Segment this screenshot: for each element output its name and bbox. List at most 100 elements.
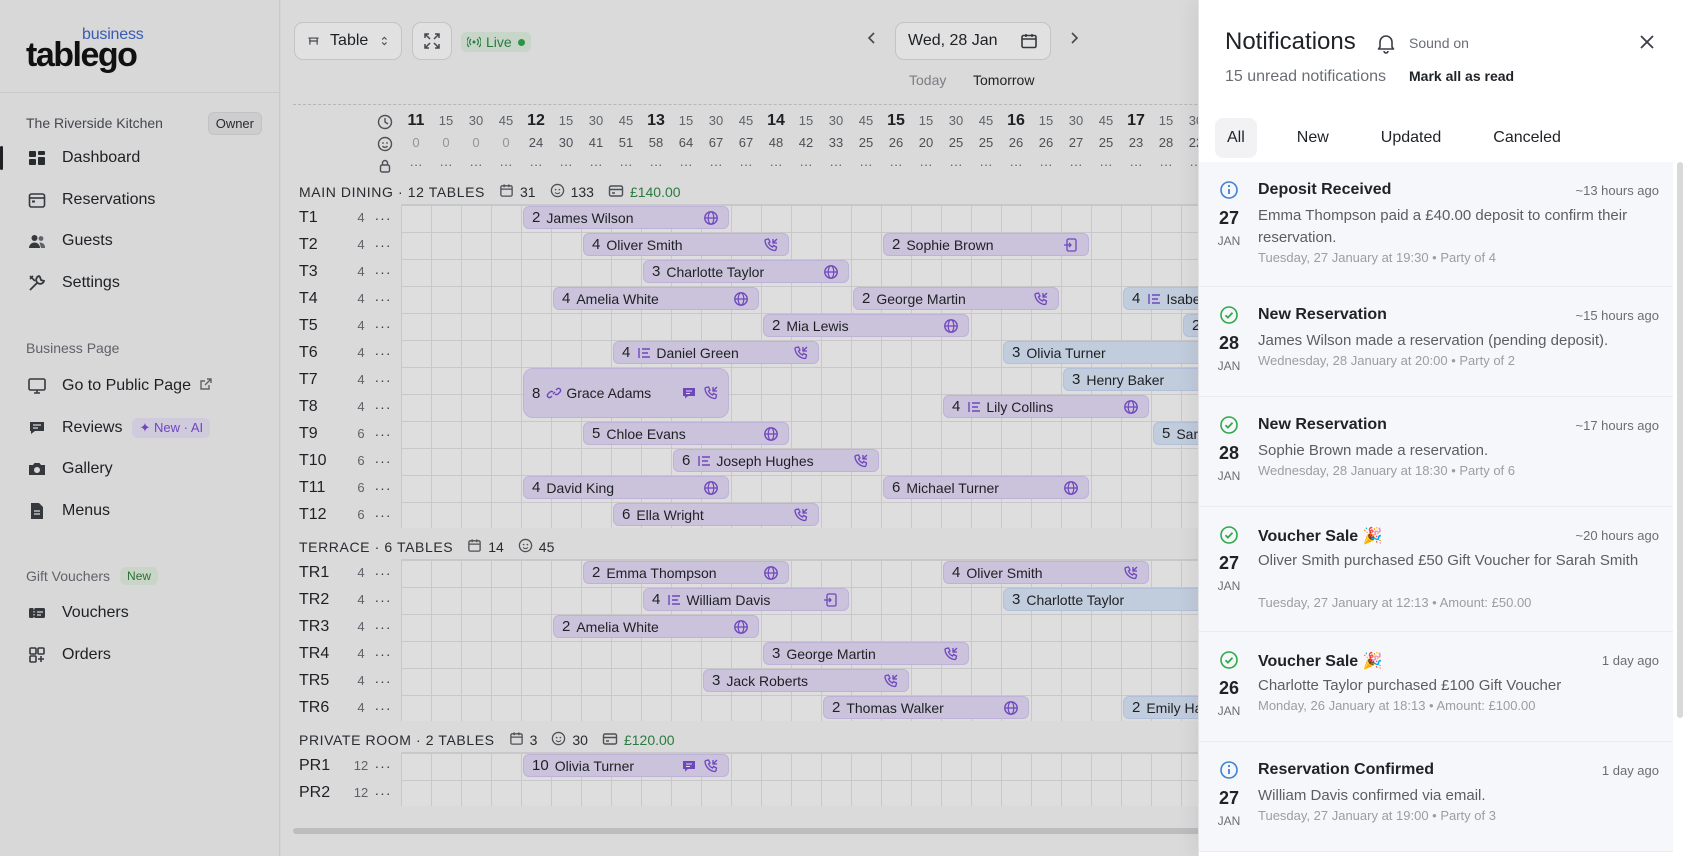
table-more-menu[interactable]: ··· (374, 452, 392, 469)
reservation-block[interactable]: 4 Amelia White (553, 287, 759, 310)
nav-orders[interactable]: Orders (26, 638, 266, 672)
table-more-menu[interactable]: ··· (374, 591, 392, 608)
nav-reviews[interactable]: Reviews ✦ New · AI (26, 411, 266, 445)
reservation-block[interactable]: 2 James Wilson (523, 206, 729, 229)
slot-block-menu[interactable]: ··· (979, 157, 993, 172)
table-more-menu[interactable]: ··· (374, 371, 392, 388)
table-more-menu[interactable]: ··· (374, 398, 392, 415)
slot-block-menu[interactable]: ··· (829, 157, 843, 172)
logo[interactable]: business tablego (26, 26, 186, 74)
table-row-label[interactable]: T1 4 ··· (299, 204, 399, 231)
slot-block-menu[interactable]: ··· (1039, 157, 1053, 172)
slot-block-menu[interactable]: ··· (709, 157, 723, 172)
reservation-block[interactable]: 2 Emily Hall (1123, 696, 1209, 719)
reservation-block[interactable]: 4 David King (523, 476, 729, 499)
prev-day-button[interactable] (865, 30, 879, 51)
reservation-block[interactable]: 2 Sophie Brown (883, 233, 1089, 256)
tab-new[interactable]: New (1296, 129, 1329, 146)
tomorrow-link[interactable]: Tomorrow (973, 72, 1035, 88)
reservation-block[interactable]: 6 Michael Turner (883, 476, 1089, 499)
slot-block-menu[interactable]: ··· (889, 157, 903, 172)
mark-all-read-button[interactable]: Mark all as read (1409, 68, 1515, 84)
nav-go-to-public-page[interactable]: Go to Public Page (26, 369, 266, 403)
table-row-label[interactable]: T6 4 ··· (299, 339, 399, 366)
table-row-label[interactable]: T2 4 ··· (299, 231, 399, 258)
reservation-block[interactable]: 2 George Martin (853, 287, 1059, 310)
table-row-label[interactable]: T11 6 ··· (299, 474, 399, 501)
reservation-block[interactable]: 5 Samu (1153, 422, 1209, 445)
slot-block-menu[interactable]: ··· (919, 157, 933, 172)
table-more-menu[interactable]: ··· (374, 618, 392, 635)
date-picker[interactable]: Wed, 28 Jan (895, 22, 1051, 60)
reservation-block[interactable]: 4 Lily Collins (943, 395, 1149, 418)
table-row-label[interactable]: TR5 4 ··· (299, 667, 399, 694)
slot-block-menu[interactable]: ··· (529, 157, 543, 172)
table-row-label[interactable]: T3 4 ··· (299, 258, 399, 285)
notification-item[interactable]: 26 JAN Voucher Sale 🎉 1 day ago Charlotte Ta… (1199, 632, 1673, 742)
reservation-block[interactable]: 5 Chloe Evans (583, 422, 789, 445)
reservation-block[interactable]: 4 Oliver Smith (583, 233, 789, 256)
fullscreen-button[interactable] (412, 22, 452, 60)
table-row-label[interactable]: T10 6 ··· (299, 447, 399, 474)
today-link[interactable]: Today (909, 72, 947, 88)
nav-dashboard[interactable]: Dashboard (26, 141, 266, 175)
slot-block-menu[interactable]: ··· (469, 157, 483, 172)
reservation-block[interactable]: 8 Grace Adams (523, 368, 729, 418)
slot-block-menu[interactable]: ··· (1129, 157, 1143, 172)
table-row-label[interactable]: PR2 12 ··· (299, 779, 399, 806)
nav-guests[interactable]: Guests (26, 224, 266, 258)
horizontal-scrollbar[interactable] (293, 828, 1488, 834)
table-more-menu[interactable]: ··· (374, 784, 392, 801)
table-row-label[interactable]: TR2 4 ··· (299, 586, 399, 613)
table-more-menu[interactable]: ··· (374, 645, 392, 662)
table-more-menu[interactable]: ··· (374, 425, 392, 442)
modal-overlay[interactable] (0, 0, 1198, 856)
table-row-label[interactable]: T4 4 ··· (299, 285, 399, 312)
next-day-button[interactable] (1067, 30, 1081, 51)
nav-settings[interactable]: Settings (26, 266, 266, 300)
table-more-menu[interactable]: ··· (374, 263, 392, 280)
nav-gallery[interactable]: Gallery (26, 452, 266, 486)
notification-item[interactable]: 28 JAN New Reservation ~17 hours ago Sophie … (1199, 397, 1673, 507)
slot-block-menu[interactable]: ··· (799, 157, 813, 172)
table-row-label[interactable]: TR3 4 ··· (299, 613, 399, 640)
slot-block-menu[interactable]: ··· (1009, 157, 1023, 172)
table-more-menu[interactable]: ··· (374, 290, 392, 307)
reservation-block[interactable]: 3 Jack Roberts (703, 669, 909, 692)
slot-block-menu[interactable]: ··· (769, 157, 783, 172)
slot-block-menu[interactable]: ··· (1099, 157, 1113, 172)
slot-block-menu[interactable]: ··· (559, 157, 573, 172)
reservation-block[interactable]: 4 William Davis (643, 588, 849, 611)
slot-block-menu[interactable]: ··· (589, 157, 603, 172)
table-row-label[interactable]: PR1 12 ··· (299, 752, 399, 779)
table-row-label[interactable]: TR6 4 ··· (299, 694, 399, 721)
reservation-block[interactable]: 2 Mia Lewis (763, 314, 969, 337)
table-more-menu[interactable]: ··· (374, 236, 392, 253)
sound-toggle[interactable]: Sound on (1409, 35, 1469, 51)
slot-block-menu[interactable]: ··· (409, 157, 423, 172)
table-more-menu[interactable]: ··· (374, 479, 392, 496)
reservation-block[interactable]: 6 Joseph Hughes (673, 449, 879, 472)
notification-item[interactable]: 27 JAN Voucher Sale 🎉 ~20 hours ago Oliver S… (1199, 507, 1673, 632)
reservation-block[interactable]: 4 Isabel (1123, 287, 1209, 310)
table-row-label[interactable]: TR4 4 ··· (299, 640, 399, 667)
tab-all[interactable]: All (1215, 118, 1257, 158)
tab-updated[interactable]: Updated (1380, 129, 1442, 146)
table-more-menu[interactable]: ··· (374, 209, 392, 226)
notification-scrollbar[interactable] (1677, 162, 1683, 718)
table-more-menu[interactable]: ··· (374, 757, 392, 774)
bell-icon[interactable] (1375, 32, 1397, 54)
reservation-block[interactable]: 3 George Martin (763, 642, 969, 665)
table-more-menu[interactable]: ··· (374, 672, 392, 689)
table-row-label[interactable]: T5 4 ··· (299, 312, 399, 339)
slot-block-menu[interactable]: ··· (439, 157, 453, 172)
table-more-menu[interactable]: ··· (374, 506, 392, 523)
notification-item[interactable]: 28 JAN New Reservation ~15 hours ago James W… (1199, 287, 1673, 397)
nav-vouchers[interactable]: Vouchers (26, 596, 266, 630)
nav-reservations[interactable]: Reservations (26, 183, 266, 217)
slot-block-menu[interactable]: ··· (499, 157, 513, 172)
slot-block-menu[interactable]: ··· (1159, 157, 1173, 172)
view-select[interactable]: Table (294, 22, 402, 60)
reservation-block[interactable]: 2 Amelia White (553, 615, 759, 638)
reservation-block[interactable]: 4 Oliver Smith (943, 561, 1149, 584)
